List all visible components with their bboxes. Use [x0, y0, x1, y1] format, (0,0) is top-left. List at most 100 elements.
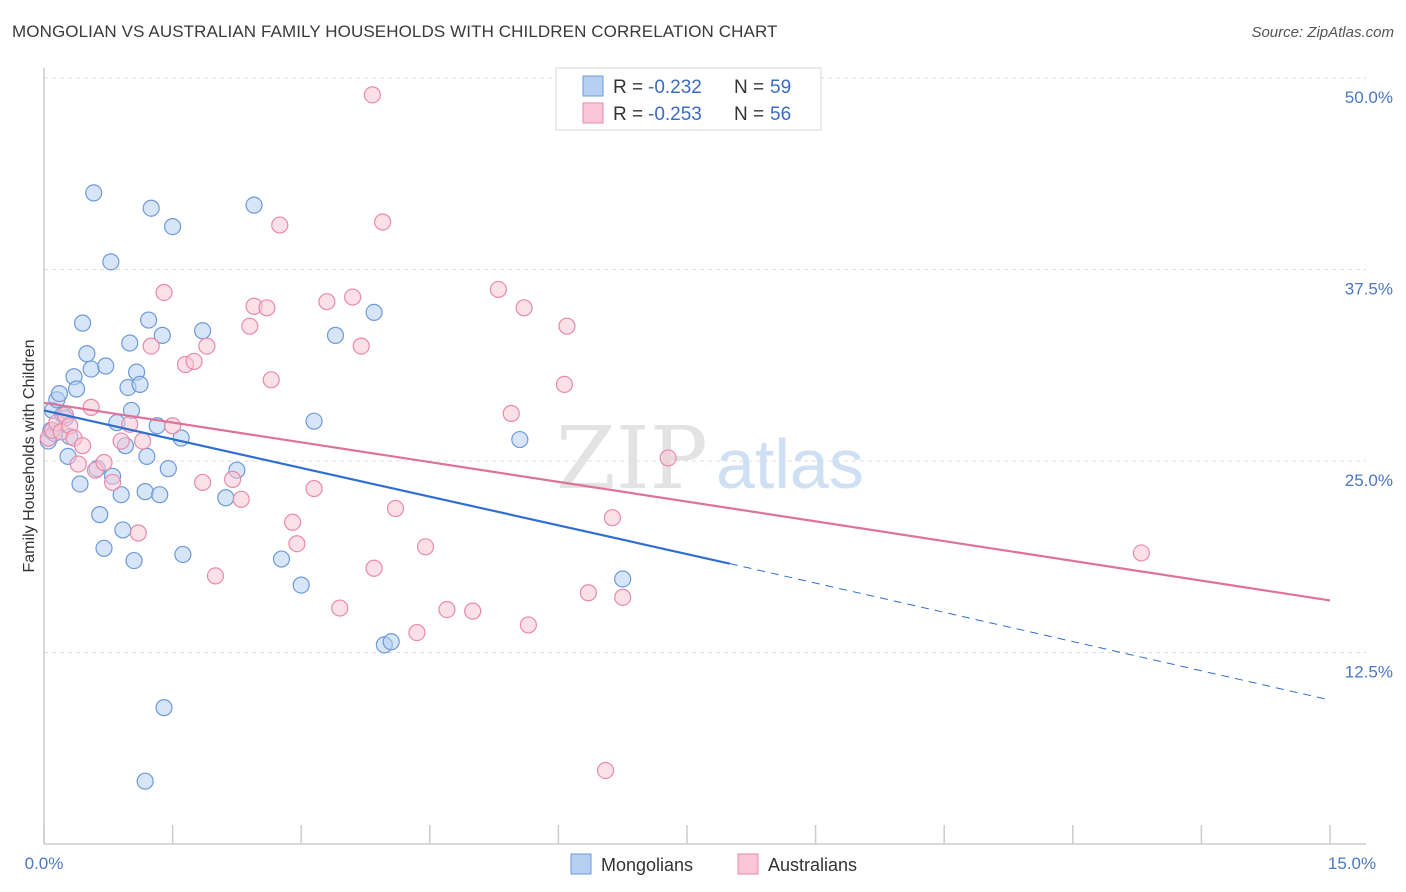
australians-point-58: [1132, 544, 1150, 562]
australians-points: [39, 86, 1150, 780]
mongolians-point-20: [97, 357, 115, 375]
australians-point-24: [206, 567, 225, 585]
australians-point-38: [352, 337, 370, 355]
australians-point-11: [95, 453, 113, 472]
stats-legend-r-label-2: R =: [613, 104, 643, 125]
australians-point-47: [502, 404, 520, 423]
australians-point-33: [288, 535, 306, 553]
legend-label-mongolians: Mongolians: [601, 855, 693, 875]
australians-point-32: [284, 513, 302, 531]
stats-legend-n-value-1: 59: [770, 77, 791, 98]
australians-point-37: [344, 288, 362, 306]
mongolians-point-42: [164, 218, 182, 236]
australians-point-43: [416, 538, 435, 556]
mongolians-point-34: [138, 447, 156, 466]
mongolians-point-11: [67, 380, 86, 398]
stats-legend-n-label-1: N =: [734, 77, 764, 98]
mongolians-point-5: [50, 384, 69, 403]
australians-point-23: [198, 337, 216, 355]
stats-legend: R = -0.232 N = 59 R = -0.253 N = 56: [555, 67, 822, 131]
y-tick-labels: 12.5% 25.0% 37.5% 50.0%: [1345, 88, 1393, 682]
mongolians-point-56: [511, 430, 529, 449]
stats-legend-n-value-2: 56: [770, 104, 791, 125]
mongolians-point-13: [73, 314, 92, 332]
mongolians-point-48: [245, 196, 263, 214]
mongolians-point-19: [95, 539, 113, 557]
mongolians-points: [39, 184, 632, 790]
mongolians-point-58: [136, 772, 154, 790]
australians-point-13: [112, 432, 130, 450]
australians-point-36: [331, 599, 349, 617]
australians-point-25: [224, 470, 242, 488]
mongolians-point-57: [614, 570, 632, 588]
mongolians-point-50: [292, 576, 310, 594]
australians-point-17: [142, 337, 160, 355]
stats-legend-r-label-1: R =: [613, 77, 643, 98]
australians-point-51: [558, 317, 576, 335]
grid-lines: [44, 77, 1366, 653]
mongolians-point-44: [174, 545, 192, 564]
australians-point-46: [489, 280, 507, 299]
mongolians-point-33: [136, 483, 154, 501]
mongolians-point-39: [153, 326, 171, 344]
mongolians-point-55: [382, 633, 400, 651]
mongolians-point-38: [151, 486, 169, 504]
mongolians-point-41: [159, 460, 177, 478]
mongolians-point-28: [121, 334, 139, 352]
australians-point-31: [271, 216, 289, 234]
australians-point-41: [386, 499, 405, 518]
mongolians-point-52: [326, 326, 345, 344]
australians-point-18: [155, 283, 173, 302]
australians-point-16: [133, 432, 152, 450]
mongolians-point-49: [272, 550, 291, 568]
legend-swatch-mongolians: [570, 853, 592, 875]
australians-point-45: [464, 602, 482, 620]
australians-point-9: [82, 398, 100, 416]
australians-point-35: [318, 293, 336, 311]
mongolians-trend-line: [43, 409, 731, 565]
mongolians-point-46: [217, 489, 235, 507]
y-tick-label-0: 12.5%: [1345, 663, 1393, 682]
australians-point-26: [232, 490, 250, 508]
australians-point-48: [515, 299, 533, 317]
australians-point-53: [596, 761, 615, 780]
australians-point-56: [659, 449, 677, 467]
mongolians-point-15: [82, 360, 100, 378]
mongolians-point-14: [78, 345, 96, 363]
mongolians-point-12: [71, 475, 89, 493]
australians-point-57: [363, 86, 381, 104]
australians-point-54: [614, 588, 632, 606]
australians-point-49: [519, 616, 537, 634]
mongolians-point-53: [365, 303, 383, 321]
australians-point-40: [374, 213, 392, 231]
australians-point-19: [164, 417, 182, 435]
watermark: ZIP atlas: [556, 409, 864, 509]
mongolians-point-40: [155, 699, 173, 717]
australians-point-12: [103, 473, 122, 492]
stats-legend-r-value-2: -0.253: [648, 104, 702, 125]
y-tick-label-1: 25.0%: [1345, 471, 1393, 490]
australians-point-27: [241, 317, 259, 335]
watermark-atlas: atlas: [716, 425, 864, 503]
mongolians-trend-line-extension: [729, 563, 1331, 701]
source-label: Source: ZipAtlas.com: [1251, 24, 1394, 41]
australians-point-29: [258, 299, 276, 317]
australians-point-50: [555, 375, 574, 393]
legend-swatch-australians: [737, 853, 759, 875]
mongolians-point-36: [142, 199, 160, 217]
mongolians-point-21: [102, 253, 120, 271]
australians-point-22: [194, 473, 212, 492]
stats-legend-n-label-2: N =: [734, 104, 764, 125]
australians-point-7: [69, 455, 87, 473]
stats-legend-swatch-mongolians: [582, 75, 604, 97]
australians-point-55: [603, 509, 622, 527]
australians-point-39: [365, 559, 383, 577]
y-tick-label-3: 50.0%: [1345, 88, 1393, 107]
australians-point-44: [438, 601, 456, 619]
axes: [43, 68, 1366, 845]
australians-point-30: [262, 371, 280, 389]
australians-trend-line: [43, 401, 1331, 602]
mongolians-point-45: [194, 322, 212, 340]
mongolians-point-25: [114, 521, 132, 539]
australians-point-42: [408, 623, 426, 642]
